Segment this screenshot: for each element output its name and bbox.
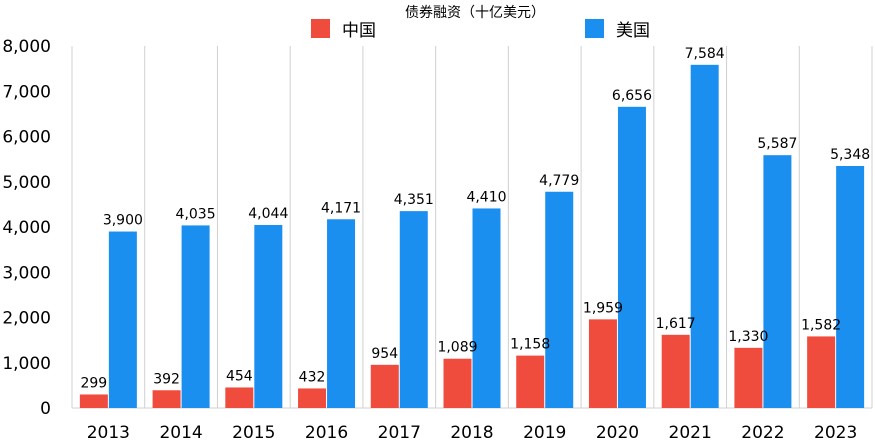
- data-label: 1,582: [801, 317, 841, 333]
- bar-china-2019: [516, 355, 545, 408]
- bar-china-2020: [588, 319, 617, 408]
- data-label: 4,171: [321, 200, 361, 216]
- x-tick-label: 2022: [741, 423, 784, 441]
- data-label: 432: [299, 369, 326, 385]
- x-tick-label: 2013: [87, 423, 130, 441]
- data-labels: 299 392 454 432 954 1,089 1,158 1,959 1,617 1,330…: [80, 46, 870, 392]
- chart-title: 债券融资（十亿美元）: [405, 5, 545, 21]
- x-tick-label: 2021: [669, 423, 712, 441]
- legend-label-china: 中国: [342, 21, 376, 41]
- x-tick-label: 2014: [159, 423, 202, 441]
- y-tick-label: 5,000: [2, 173, 51, 193]
- data-label: 1,330: [728, 329, 768, 345]
- bar-series: [79, 64, 865, 408]
- bar-usa-2021: [690, 64, 719, 408]
- data-label: 5,348: [830, 147, 870, 163]
- bar-usa-2014: [181, 225, 210, 408]
- y-tick-label: 4,000: [2, 218, 51, 238]
- bar-usa-2019: [545, 191, 574, 408]
- bar-usa-2015: [254, 225, 283, 408]
- data-label: 4,779: [539, 173, 579, 189]
- data-label: 4,044: [248, 206, 288, 222]
- bar-usa-2020: [617, 106, 646, 408]
- legend-swatch-china: [311, 19, 330, 38]
- data-label: 5,587: [757, 136, 797, 152]
- data-label: 454: [226, 368, 253, 384]
- y-tick-label: 1,000: [2, 354, 51, 374]
- y-tick-label: 0: [40, 399, 51, 419]
- bar-china-2016: [298, 388, 327, 408]
- bar-china-2014: [152, 390, 181, 408]
- y-axis: 0 1,000 2,000 3,000 4,000 5,000 6,000 7,000 8,00…: [2, 37, 51, 419]
- y-tick-label: 2,000: [2, 309, 51, 329]
- bar-usa-2016: [327, 219, 356, 408]
- bar-usa-2013: [108, 231, 137, 408]
- y-tick-label: 6,000: [2, 128, 51, 148]
- y-tick-label: 3,000: [2, 263, 51, 283]
- data-label: 4,035: [176, 206, 216, 222]
- data-label: 1,617: [656, 316, 696, 332]
- x-tick-label: 2020: [596, 423, 639, 441]
- data-label: 4,351: [394, 192, 434, 208]
- data-label: 4,410: [466, 189, 506, 205]
- bar-usa-2023: [836, 166, 865, 408]
- bar-china-2017: [370, 364, 399, 408]
- data-label: 299: [80, 375, 107, 391]
- bar-usa-2018: [472, 208, 501, 408]
- bar-usa-2022: [763, 155, 792, 408]
- bar-usa-2017: [399, 211, 428, 408]
- x-tick-label: 2018: [450, 423, 493, 441]
- bar-china-2021: [661, 334, 690, 408]
- bar-china-2013: [79, 394, 108, 408]
- data-label: 1,158: [510, 337, 550, 353]
- x-tick-label: 2019: [523, 423, 566, 441]
- data-label: 6,656: [612, 88, 652, 104]
- legend-label-usa: 美国: [616, 21, 650, 41]
- bar-china-2018: [443, 358, 472, 408]
- y-tick-label: 8,000: [2, 37, 51, 57]
- bar-china-2022: [734, 347, 763, 408]
- x-tick-label: 2015: [232, 423, 275, 441]
- data-label: 1,089: [437, 340, 477, 356]
- x-tick-label: 2016: [305, 423, 348, 441]
- data-label: 1,959: [583, 300, 623, 316]
- x-axis: 2013 2014 2015 2016 2017 2018 2019 2020 2021 2022…: [87, 423, 858, 441]
- data-label: 3,900: [103, 213, 143, 229]
- y-tick-label: 7,000: [2, 82, 51, 102]
- x-tick-label: 2023: [814, 423, 857, 441]
- legend-swatch-usa: [585, 19, 604, 38]
- data-label: 7,584: [685, 46, 725, 62]
- bar-china-2015: [225, 387, 254, 408]
- data-label: 392: [153, 371, 180, 387]
- data-label: 954: [371, 346, 398, 362]
- bar-china-2023: [807, 336, 836, 408]
- x-tick-label: 2017: [378, 423, 421, 441]
